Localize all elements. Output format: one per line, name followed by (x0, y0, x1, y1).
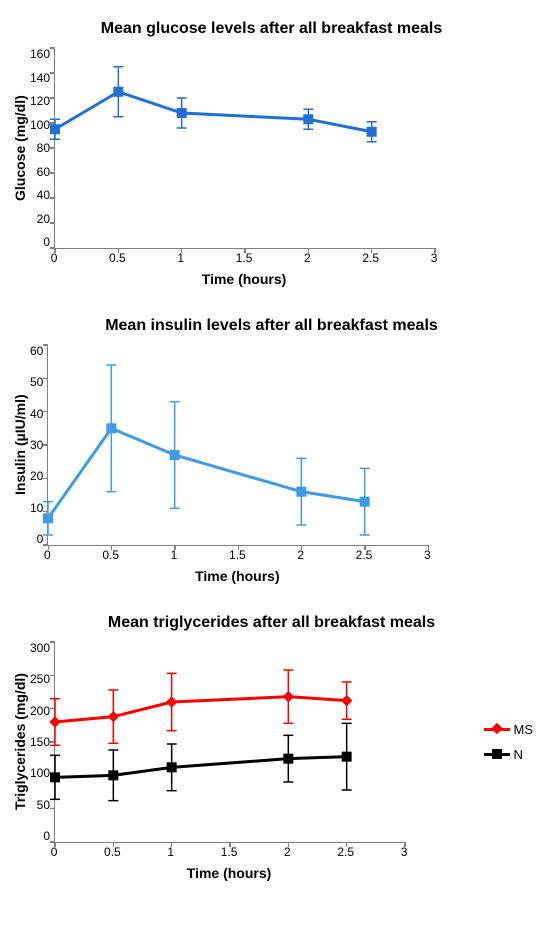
x-ticks: 00.511.522.53 (54, 249, 434, 267)
legend: MS N (476, 642, 534, 842)
legend-label: MS (514, 722, 534, 737)
plot-svg (55, 642, 405, 842)
x-ticks: 00.511.522.53 (54, 843, 404, 861)
chart-title: Mean insulin levels after all breakfast … (10, 317, 533, 335)
plot-area (54, 48, 435, 249)
legend-item-MS: MS (484, 722, 534, 737)
x-axis-label: Time (hours) (54, 271, 434, 287)
chart-glucose: Mean glucose levels after all breakfast … (10, 20, 533, 287)
charts-container: Mean glucose levels after all breakfast … (10, 20, 533, 881)
x-ticks: 00.511.522.53 (47, 546, 427, 564)
chart-triglycerides: Mean triglycerides after all breakfast m… (10, 614, 533, 881)
y-axis-label: Glucose (mg/dl) (10, 48, 30, 248)
x-axis-label: Time (hours) (47, 568, 427, 584)
y-axis-label: Triglycerides (mg/dl) (10, 642, 30, 842)
legend-item-N: N (484, 747, 534, 762)
plot-svg (48, 345, 428, 545)
plot-svg (55, 48, 435, 248)
chart-title: Mean glucose levels after all breakfast … (10, 20, 533, 38)
plot-area (54, 642, 405, 843)
plot-area (47, 345, 428, 546)
legend-label: N (514, 747, 523, 762)
y-axis-label: Insulin (µIU/ml) (10, 345, 30, 545)
x-axis-label: Time (hours) (54, 865, 404, 881)
chart-insulin: Mean insulin levels after all breakfast … (10, 317, 533, 584)
chart-title: Mean triglycerides after all breakfast m… (10, 614, 533, 632)
